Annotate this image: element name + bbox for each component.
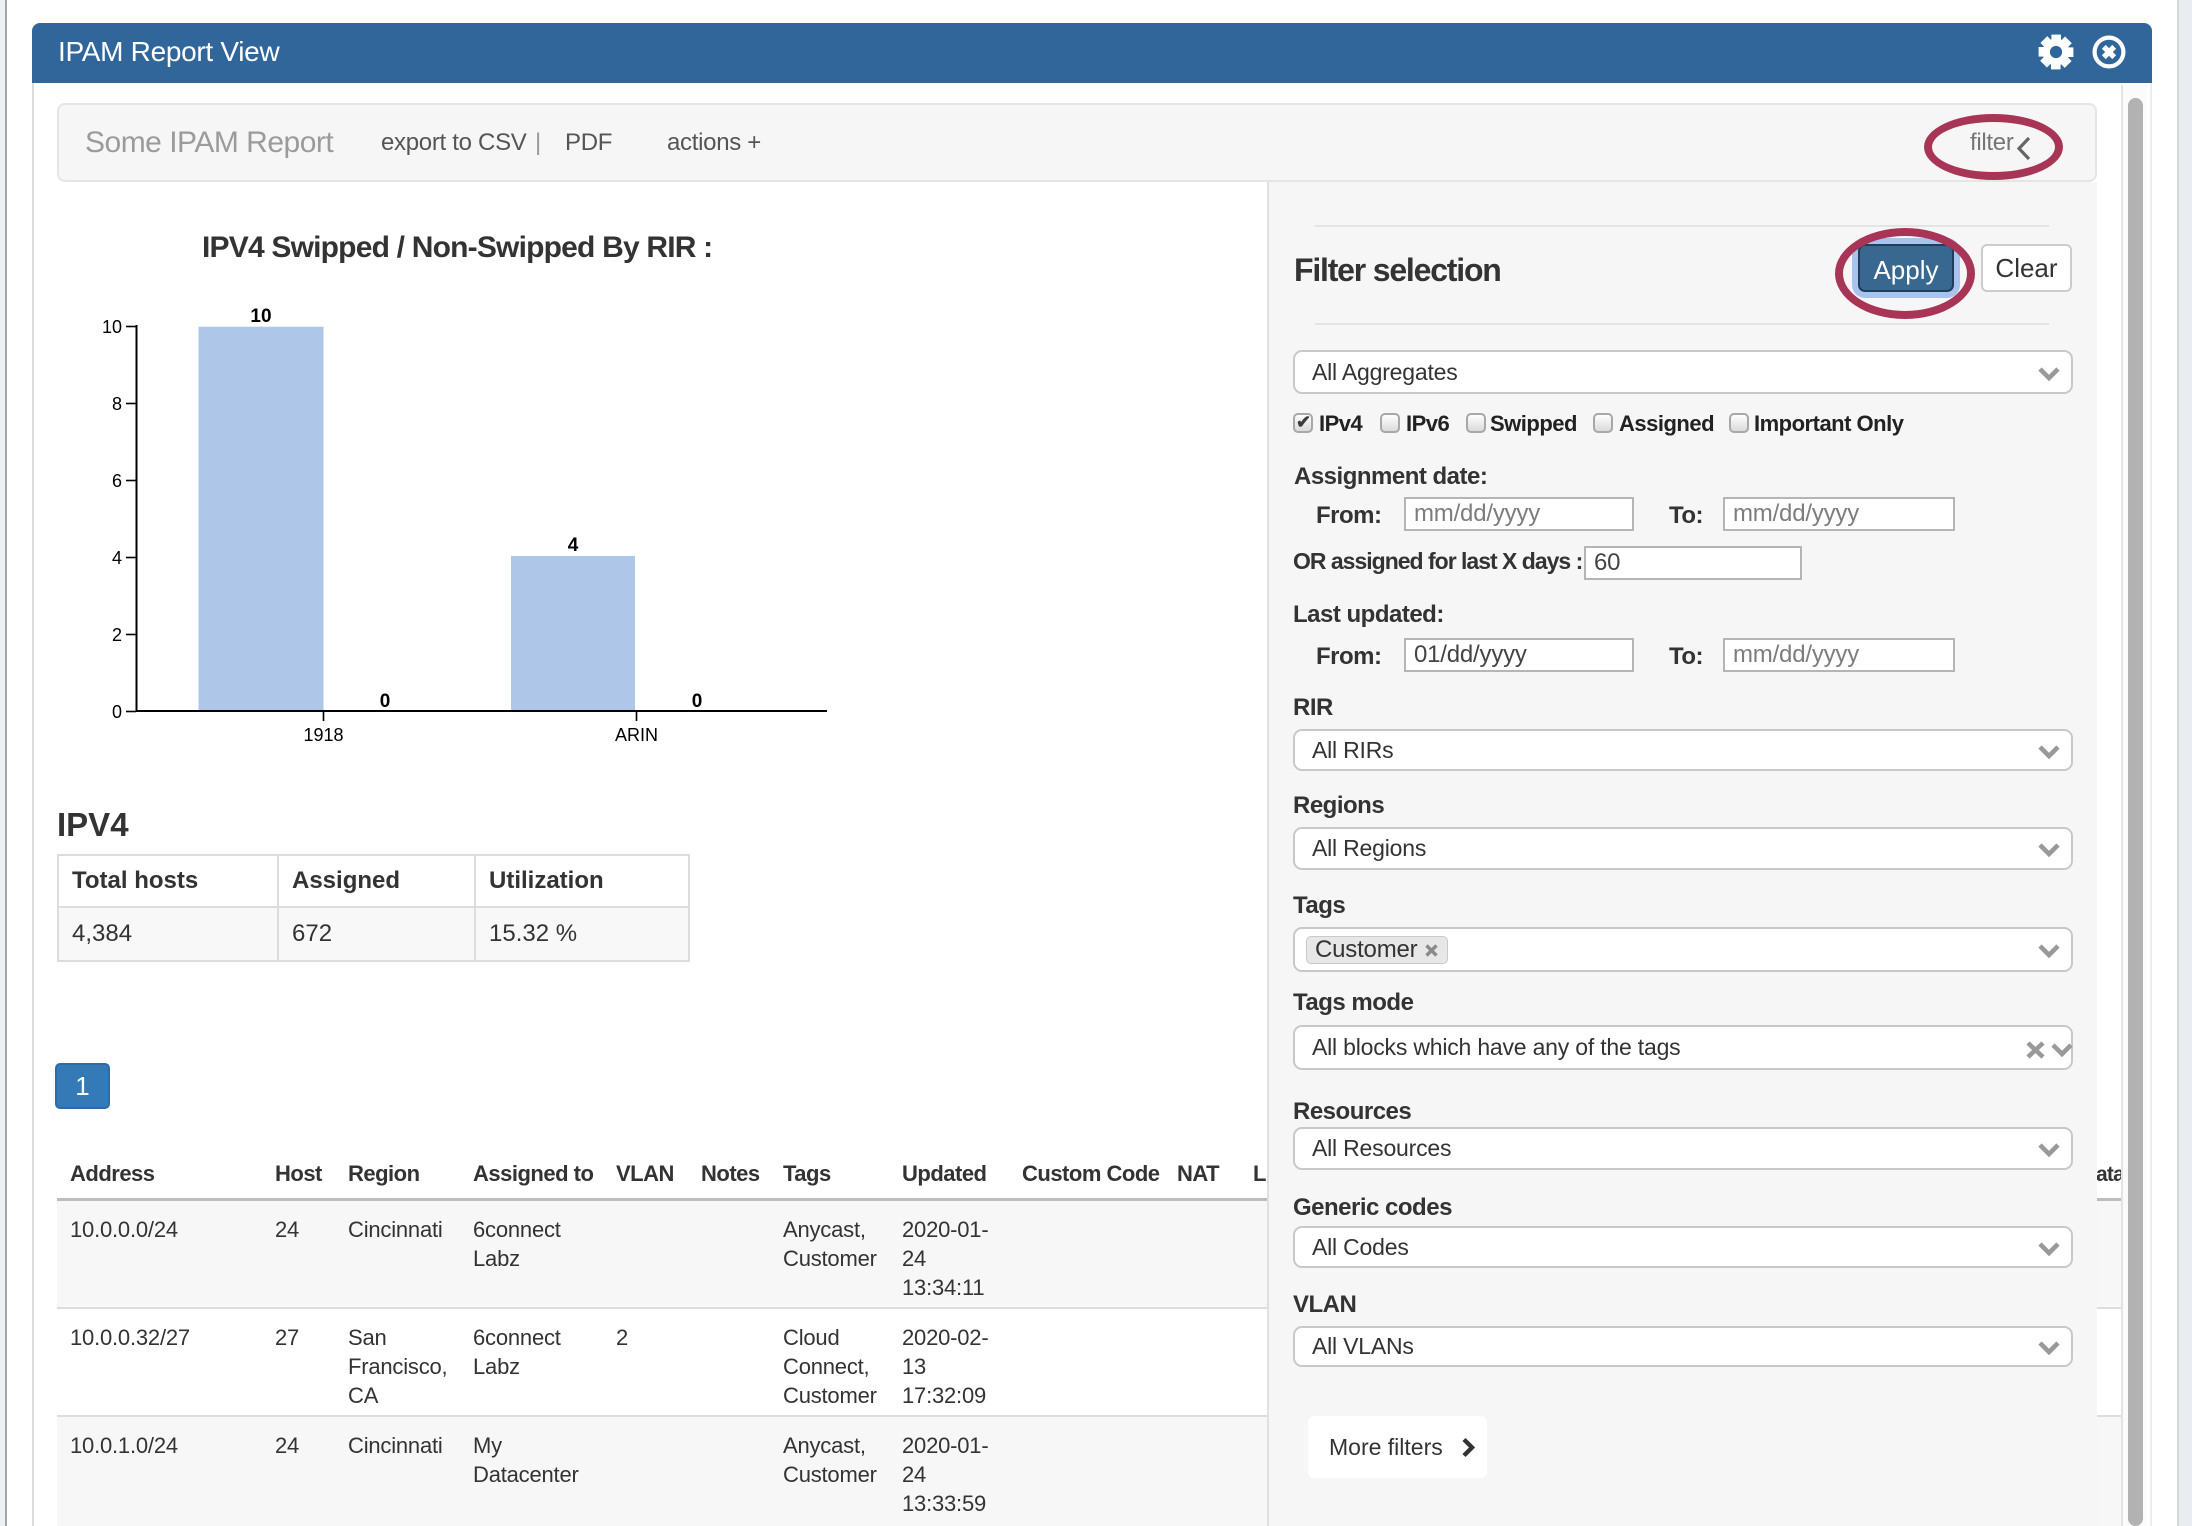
svg-text:6: 6 [112,471,122,491]
svg-text:10: 10 [102,317,122,337]
svg-text:8: 8 [112,394,122,414]
svg-text:1918: 1918 [303,725,343,745]
svg-text:10: 10 [250,306,271,327]
svg-text:0: 0 [692,691,703,712]
svg-text:4: 4 [112,548,122,568]
svg-text:4: 4 [568,535,579,556]
svg-text:2: 2 [112,625,122,645]
svg-text:0: 0 [380,691,391,712]
svg-text:ARIN: ARIN [615,725,658,745]
svg-text:0: 0 [112,702,122,722]
